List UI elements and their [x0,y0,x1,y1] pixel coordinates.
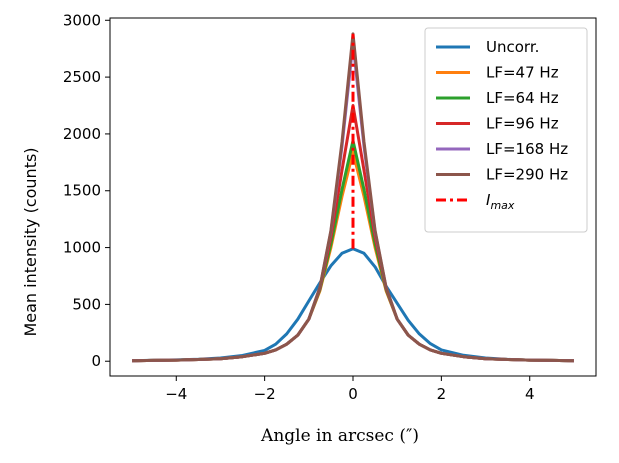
y-axis: 0 500 1000 1500 2000 2500 3000 [63,11,110,370]
x-tick-label: 0 [348,385,358,403]
y-tick-label: 3000 [63,11,101,29]
series-line-0 [132,247,574,363]
x-axis: −4 −2 0 2 4 [165,376,535,403]
plot-area [109,17,597,377]
x-tick-label: 4 [525,385,535,403]
series-line-5 [132,32,574,363]
y-tick-label: 1000 [63,239,101,257]
y-tick-label: 2500 [63,68,101,86]
legend-label-4: LF=168 Hz [486,140,568,158]
x-tick-label: −2 [254,385,276,403]
y-tick-label: 1500 [63,182,101,200]
legend-label-3: LF=96 Hz [486,115,559,133]
legend-label-2: LF=64 Hz [486,89,559,107]
x-tick-label: −4 [165,385,187,403]
legend-label-0: Uncorr. [486,38,539,56]
legend-box [424,27,588,233]
y-tick-label: 2000 [63,125,101,143]
legend-items: Uncorr. LF=47 Hz LF=64 Hz LF=96 Hz LF=168 Hz… [436,38,568,212]
legend-label-imax: Imax [486,191,515,212]
legend-label-1: LF=47 Hz [486,64,559,82]
y-tick-label: 500 [72,295,101,313]
legend-label-5: LF=290 Hz [486,166,568,184]
y-axis-label: Mean intensity (counts) [21,147,40,336]
x-tick-label: 2 [437,385,447,403]
y-tick-label: 0 [91,352,101,370]
legend: Uncorr. LF=47 Hz LF=64 Hz LF=96 Hz LF=168 Hz… [424,27,588,233]
x-axis-label: Angle in arcsec (″) [260,426,419,446]
